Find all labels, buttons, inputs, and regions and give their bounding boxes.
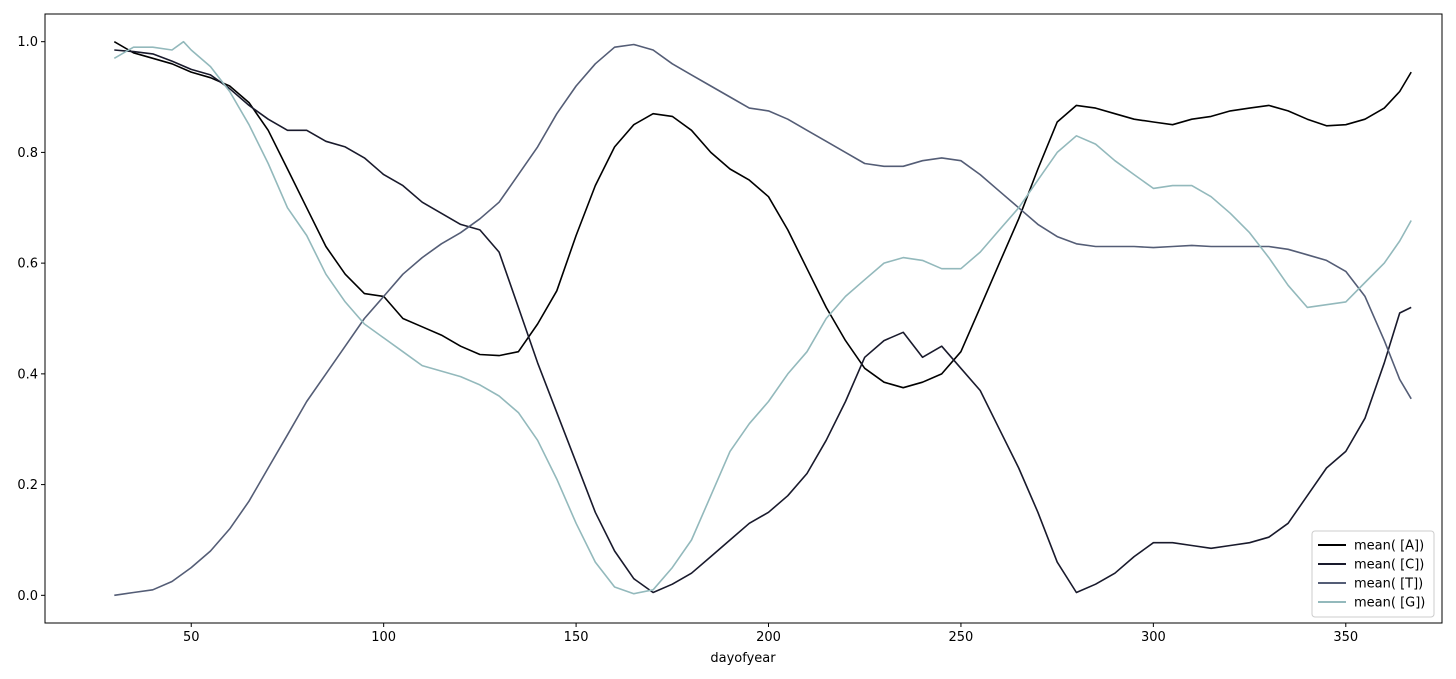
legend-label-2: mean( [T]) bbox=[1354, 577, 1423, 592]
x-tick-label-4: 250 bbox=[949, 630, 974, 645]
x-tick-label-6: 350 bbox=[1333, 630, 1358, 645]
y-tick-label-5: 1.0 bbox=[17, 35, 38, 50]
x-tick-label-2: 150 bbox=[564, 630, 589, 645]
y-tick-label-0: 0.0 bbox=[17, 589, 38, 604]
plot-frame bbox=[44, 13, 1443, 624]
legend-box bbox=[1311, 530, 1435, 618]
y-tick-label-3: 0.6 bbox=[17, 257, 38, 272]
x-axis-ticks: 50 100 150 200 250 300 350 bbox=[183, 623, 1358, 645]
series-line-0 bbox=[113, 41, 1412, 389]
y-axis-ticks: 0.0 0.2 0.4 0.6 0.8 1.0 bbox=[17, 35, 45, 604]
x-tick-label-0: 50 bbox=[183, 630, 200, 645]
y-tick-label-1: 0.2 bbox=[17, 478, 38, 493]
series-line-2 bbox=[114, 43, 1412, 597]
y-tick-label-4: 0.8 bbox=[17, 146, 38, 161]
legend-label-3: mean( [G]) bbox=[1354, 596, 1425, 611]
x-tick-label-1: 100 bbox=[371, 630, 396, 645]
series-line-3 bbox=[113, 40, 1412, 595]
series-lines bbox=[113, 40, 1412, 597]
x-tick-label-3: 200 bbox=[756, 630, 781, 645]
y-tick-label-2: 0.4 bbox=[17, 367, 38, 382]
x-tick-label-5: 300 bbox=[1141, 630, 1166, 645]
x-axis-label: dayofyear bbox=[710, 651, 776, 666]
legend-label-0: mean( [A]) bbox=[1354, 539, 1424, 554]
legend: mean( [A]) mean( [C]) mean( [T]) mean( [G]) bbox=[1311, 530, 1435, 618]
series-line-1 bbox=[114, 49, 1412, 594]
legend-label-1: mean( [C]) bbox=[1354, 558, 1424, 573]
